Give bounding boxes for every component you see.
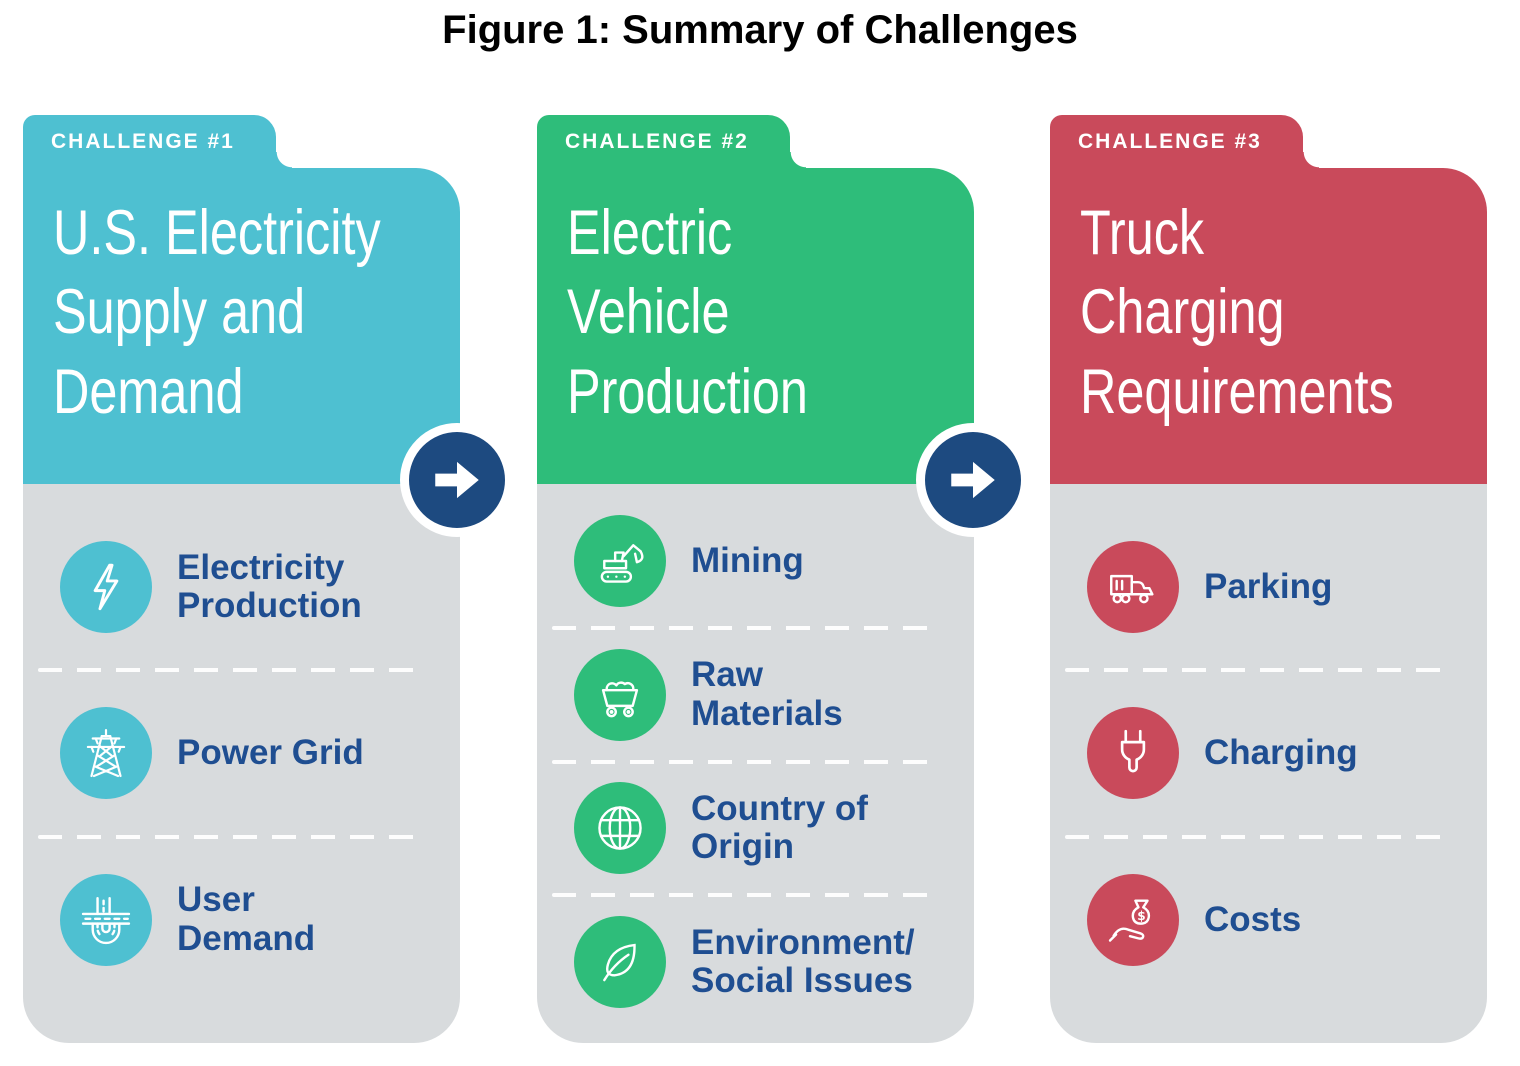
item-label: Costs [1204, 899, 1302, 939]
dashed-divider [38, 668, 428, 673]
dashed-divider [1065, 668, 1455, 673]
list-item: $ Costs [1050, 839, 1487, 1001]
challenge-3-tab-label: CHALLENGE #3 [1078, 129, 1262, 153]
challenge-1-tab-label: CHALLENGE #1 [51, 129, 235, 153]
plug-icon [1087, 707, 1179, 800]
challenge-2-item-list: Mining Raw Materials [537, 484, 974, 1043]
list-item: User Demand [23, 839, 460, 1001]
challenge-card-1: CHALLENGE #1 U.S. Electricity Supply and… [23, 115, 460, 1043]
item-label: Electricity Production [177, 547, 362, 626]
item-label: Country of Origin [691, 788, 868, 867]
challenge-3-item-list: Parking Charging $ [1050, 484, 1487, 1043]
challenge-1-tab: CHALLENGE #1 [23, 115, 292, 168]
list-item: Parking [1050, 506, 1487, 668]
lightning-icon [60, 541, 152, 634]
dashed-divider [552, 759, 942, 764]
challenge-3-title: Truck Charging Requirements [1080, 198, 1394, 427]
list-item: Electricity Production [23, 506, 460, 668]
item-label: Power Grid [177, 733, 364, 773]
challenge-card-2: CHALLENGE #2 Electric Vehicle Production [537, 115, 974, 1043]
challenge-2-title: Electric Vehicle Production [567, 198, 808, 427]
list-item: Mining [537, 496, 974, 626]
excavator-icon [574, 514, 666, 607]
challenge-3-tab: CHALLENGE #3 [1050, 115, 1319, 168]
list-item: Environment/ Social Issues [537, 897, 974, 1027]
money-hand-icon: $ [1087, 873, 1179, 966]
dashed-divider [552, 625, 942, 630]
list-item: Charging [1050, 672, 1487, 834]
road-icon [60, 873, 152, 966]
challenge-2-header: Electric Vehicle Production [537, 168, 974, 484]
mine-cart-icon [574, 648, 666, 741]
dashed-divider [1065, 834, 1455, 839]
challenge-1-header: U.S. Electricity Supply and Demand [23, 168, 460, 484]
item-label: Raw Materials [691, 655, 843, 733]
arrow-right-icon [400, 423, 514, 537]
dashed-divider [38, 834, 428, 839]
item-label: User Demand [177, 880, 316, 958]
challenge-card-3: CHALLENGE #3 Truck Charging Requirements [1050, 115, 1487, 1043]
item-label: Mining [691, 540, 804, 580]
svg-text:$: $ [1137, 909, 1145, 923]
challenge-2-tab-label: CHALLENGE #2 [565, 129, 749, 153]
list-item: Country of Origin [537, 764, 974, 894]
globe-icon [574, 782, 666, 875]
transmission-tower-icon [60, 707, 152, 800]
list-item: Power Grid [23, 672, 460, 834]
list-item: Raw Materials [537, 630, 974, 760]
challenge-1-item-list: Electricity Production Powe [23, 484, 460, 1043]
challenge-3-header: Truck Charging Requirements [1050, 168, 1487, 484]
leaf-icon [574, 916, 666, 1009]
challenge-1-title: U.S. Electricity Supply and Demand [53, 198, 381, 427]
item-label: Environment/ Social Issues [691, 922, 915, 1001]
arrow-right-icon [916, 423, 1030, 537]
figure-title: Figure 1: Summary of Challenges [442, 8, 1078, 52]
truck-icon [1087, 541, 1179, 634]
challenge-2-tab: CHALLENGE #2 [537, 115, 806, 168]
item-label: Parking [1204, 566, 1333, 606]
dashed-divider [552, 893, 942, 898]
item-label: Charging [1204, 733, 1358, 773]
